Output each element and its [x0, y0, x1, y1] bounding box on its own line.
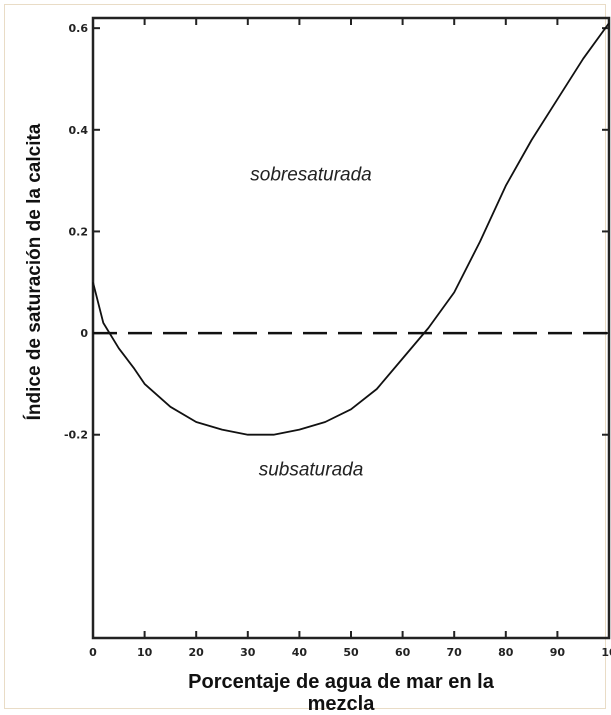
x-tick-label: 80 [498, 646, 514, 659]
x-tick-label: 90 [550, 646, 566, 659]
x-tick-label: 0 [89, 646, 97, 659]
region-label: sobresaturada [250, 165, 371, 186]
x-tick-label: 70 [447, 646, 463, 659]
region-label: subsaturada [259, 459, 364, 480]
plot-area [91, 16, 611, 640]
chart-frame [4, 4, 606, 709]
x-tick-label: 50 [343, 646, 359, 659]
x-tick-label: 20 [189, 646, 205, 659]
x-axis-title-line-1: Porcentaje de agua de mar en la [188, 671, 495, 693]
tick-labels: 0 10 20 30 40 50 60 70 80 90 10 0.6 0.4 0.2 0 -0.2 [64, 22, 611, 659]
y-axis-title: Índice de saturación de la calcita [23, 123, 45, 420]
tick-marks [92, 18, 610, 638]
series-layer [92, 22, 610, 436]
x-tick-label: 30 [240, 646, 256, 659]
y-tick-label: 0.4 [69, 124, 89, 137]
x-tick-label: 10 [601, 646, 611, 659]
saturation-curve [92, 22, 610, 436]
y-tick-label: 0.6 [69, 22, 89, 35]
y-tick-label: 0.2 [69, 225, 89, 238]
x-axis-title-line-2: mezcla [308, 693, 376, 715]
x-tick-label: 60 [395, 646, 411, 659]
y-tick-label: 0 [80, 327, 88, 340]
y-tick-label: -0.2 [64, 429, 88, 442]
annotations: sobresaturada subsaturada [250, 165, 371, 481]
x-tick-label: 10 [137, 646, 153, 659]
x-tick-label: 40 [292, 646, 308, 659]
